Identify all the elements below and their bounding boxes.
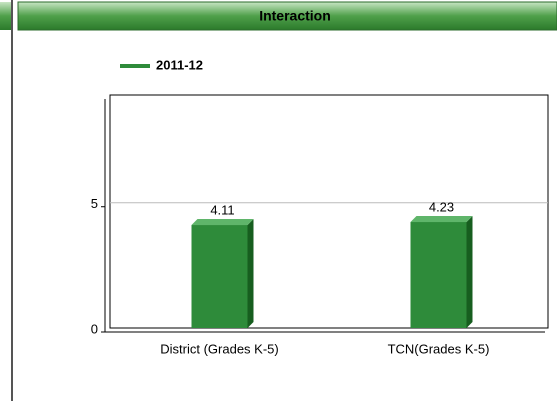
bar: [191, 225, 248, 328]
header-bar: [17, 1, 557, 31]
bar-side: [466, 216, 473, 328]
plot-area: [109, 94, 549, 329]
legend-label: 2011-12: [156, 57, 203, 72]
x-tick-label: District (Grades K-5): [160, 341, 278, 356]
y-tick-label: 5: [91, 196, 98, 211]
header-title: Interaction: [259, 8, 331, 24]
bar: [410, 222, 467, 328]
chart: 0 5 2011-12 4.11 District (Grades K-5) 4.23 TC…: [91, 57, 549, 356]
bar-side: [247, 219, 254, 328]
bar-top: [410, 216, 473, 223]
data-label: 4.23: [429, 199, 454, 214]
y-tick-label: 0: [91, 321, 98, 336]
bar-top: [191, 219, 254, 226]
side-tab: [0, 2, 12, 30]
x-tick-label: TCN(Grades K-5): [388, 341, 490, 356]
data-label: 4.11: [210, 202, 234, 217]
